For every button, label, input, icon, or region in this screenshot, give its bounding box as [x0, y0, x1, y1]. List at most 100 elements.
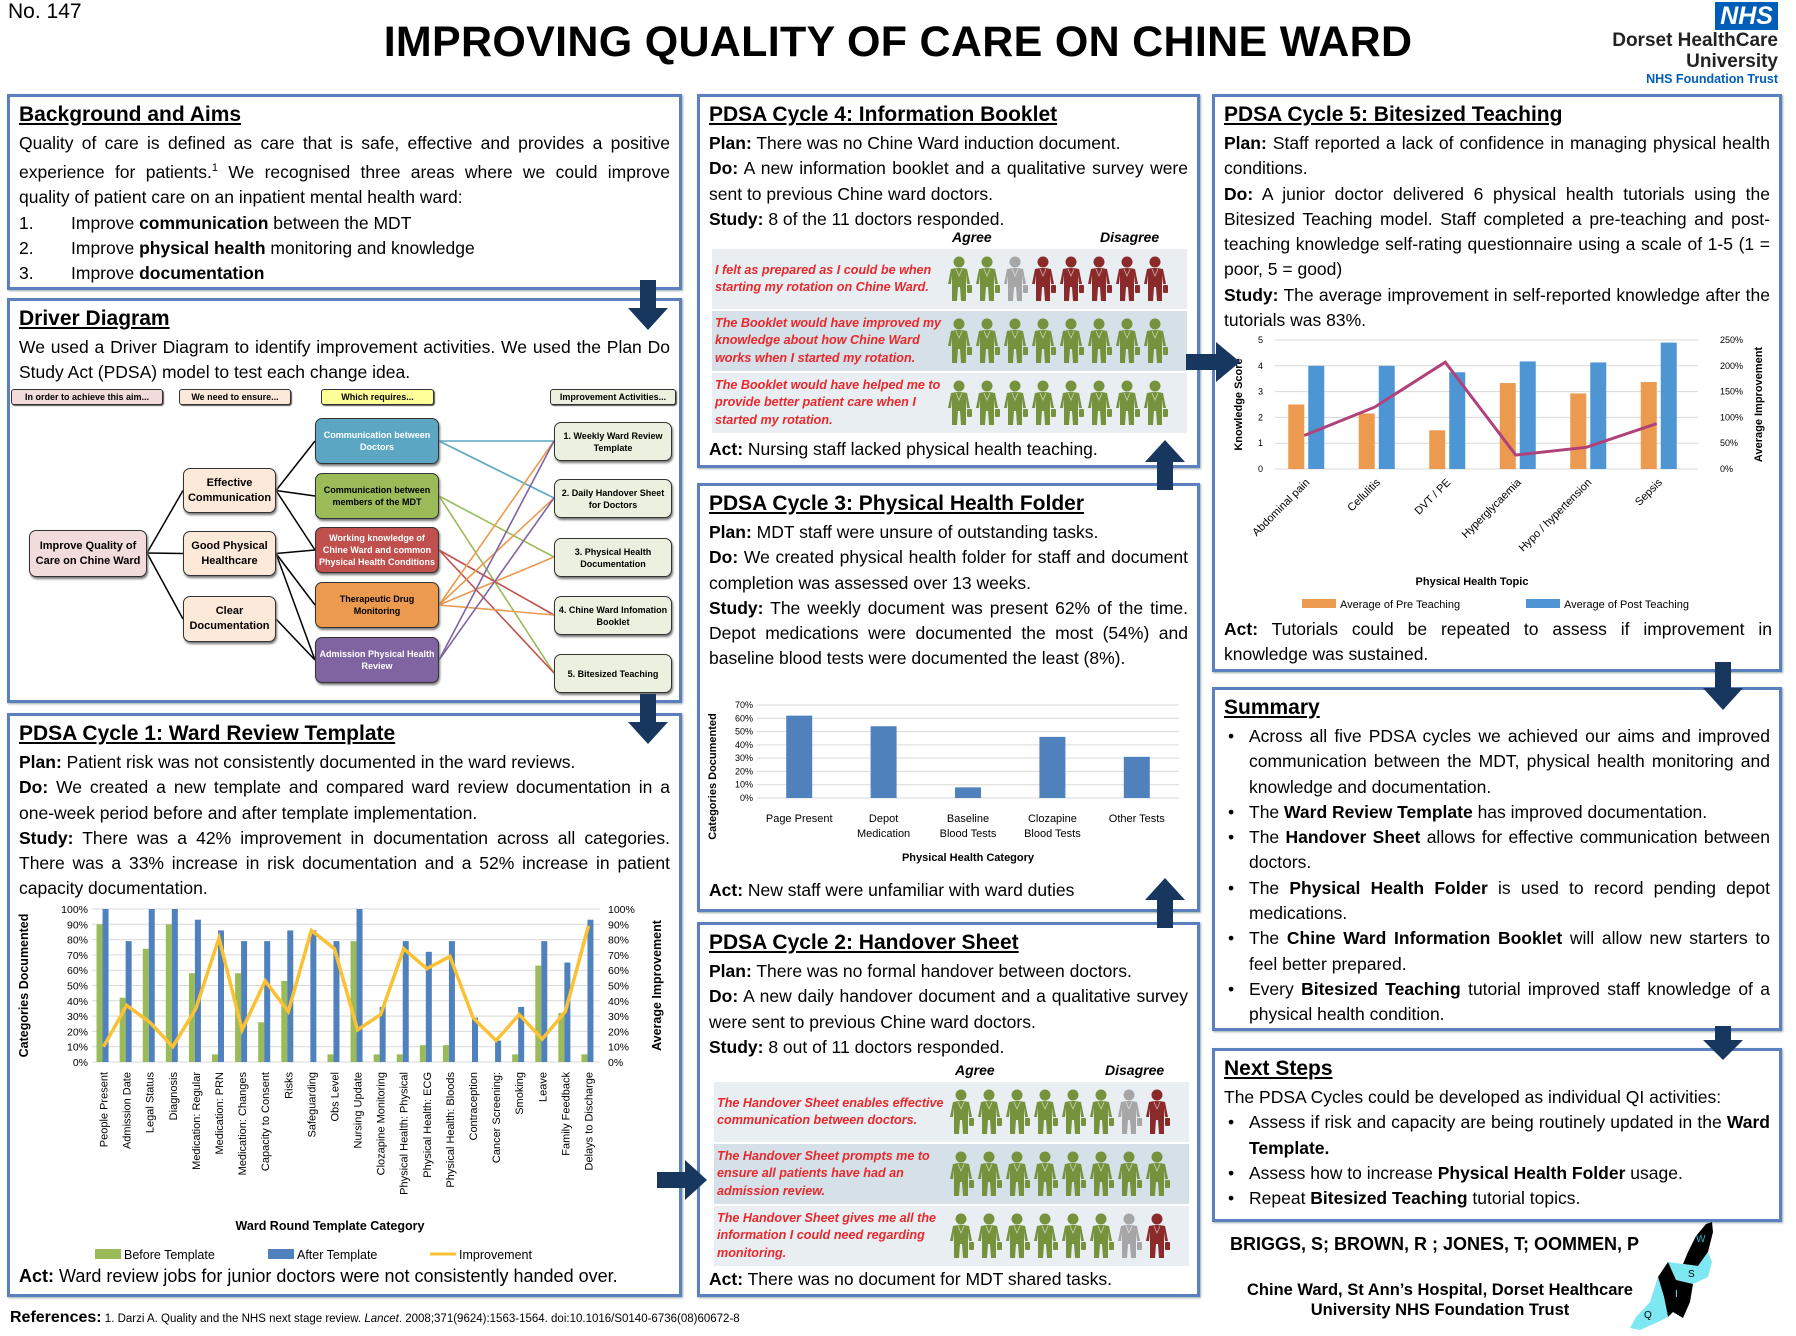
x-tick-label: Sepsis — [1633, 476, 1665, 508]
reference-text: 1. Darzi A. Quality and the NHS next sta… — [101, 1313, 365, 1325]
aim-number: 1. — [19, 212, 34, 233]
bar-after — [448, 941, 455, 1062]
study-text: The weekly document was present 62% of t… — [709, 597, 1188, 669]
text-segment: usage. — [1625, 1162, 1683, 1183]
connector-line — [275, 553, 316, 661]
column-header: In order to achieve this aim... — [11, 389, 163, 405]
map-label: S — [1688, 1269, 1695, 1280]
y-axis-title: Knowledge Score — [1233, 358, 1245, 450]
bold-text: Handover Sheet — [1285, 827, 1421, 848]
act-text: Nursing staff lacked physical health tea… — [743, 439, 1098, 459]
x-tick-label: Other Tests — [1109, 813, 1166, 825]
bullet-item: Across all five PDSA cycles we achieved … — [1224, 724, 1770, 800]
doctor-agree-icon — [1032, 380, 1057, 426]
act-label: Act: — [709, 880, 744, 900]
y-tick-label: 2 — [1258, 412, 1263, 422]
study-text: 8 of the 11 doctors responded. — [763, 208, 1005, 229]
bar — [955, 787, 981, 798]
connector-line — [146, 552, 184, 620]
survey-row: The Booklet would have helped me to prov… — [712, 373, 1187, 433]
text-segment: Improve — [71, 212, 140, 233]
bar-after — [264, 941, 271, 1062]
bullet-item: The Chine Ward Information Booklet will … — [1224, 926, 1770, 977]
bullet-item: The Ward Review Template has improved do… — [1224, 800, 1770, 826]
x-tick-label: Capacity to Consent — [260, 1072, 272, 1171]
doctor-agree-icon — [1116, 318, 1141, 364]
y-tick-label: 4 — [1258, 361, 1263, 371]
text-segment: Improve — [71, 263, 140, 284]
doctor-agree-icon — [950, 1213, 975, 1259]
bar-after — [495, 1040, 502, 1062]
secondary-driver-box: Working knowledge of Chine Ward and comm… — [315, 527, 439, 573]
summary-panel: Summary Across all five PDSA cycles we a… — [1212, 687, 1782, 1031]
legend-label: Average of Pre Teaching — [1340, 599, 1460, 611]
next-steps-intro: The PDSA Cycles could be developed as in… — [1224, 1087, 1722, 1107]
x-tick-label: Abdominal pain — [1250, 477, 1312, 539]
y2-tick-label: 0% — [608, 1057, 623, 1069]
bar-pre-teaching — [1499, 383, 1516, 469]
doctor-agree-icon — [978, 1089, 1003, 1135]
y-tick-label: 60% — [735, 713, 753, 723]
bar-after — [541, 941, 548, 1062]
bold-text: Physical Health Folder — [1437, 1162, 1626, 1183]
legend-swatch — [1526, 599, 1560, 608]
bar-after — [333, 941, 340, 1062]
y-tick-label: 60% — [67, 965, 88, 977]
x-tick-label: Contraception — [468, 1072, 480, 1141]
reference-journal: Lancet — [364, 1313, 399, 1325]
x-tick-label: Safeguarding — [306, 1072, 318, 1137]
activity-link-line — [438, 556, 555, 606]
text-segment: Every — [1249, 978, 1302, 999]
connector-line — [146, 490, 184, 554]
y2-tick-label: 100% — [1720, 412, 1743, 422]
x-tick-label: Physical Health: ECG — [422, 1072, 434, 1178]
aim-item: 1. Improve communication between the MDT — [19, 211, 670, 236]
bar-post-teaching — [1378, 365, 1395, 469]
text-segment: is used to record pending depot medicati… — [1249, 877, 1770, 924]
x-tick-label: Clozapine Blood Tests — [1024, 813, 1081, 840]
primary-driver-box: Good Physical Healthcare — [183, 531, 276, 576]
x-tick-label: Admission Date — [122, 1072, 134, 1149]
x-tick-label: Baseline Blood Tests — [940, 813, 997, 840]
aim-number: 2. — [19, 238, 34, 259]
bold-text: Bitesized Teaching — [1301, 978, 1461, 999]
doctor-neutral-icon — [1118, 1213, 1143, 1259]
bar-pre-teaching — [1429, 430, 1446, 469]
plan-text: MDT staff were unsure of outstanding tas… — [751, 522, 1099, 542]
improvement-line — [102, 925, 591, 1050]
bar — [786, 715, 813, 798]
bar-before — [581, 1054, 588, 1062]
pdsa-cycle-4-panel: PDSA Cycle 4: Information Booklet Plan: … — [697, 94, 1200, 468]
doctor-agree-icon — [1060, 318, 1085, 364]
physical-health-folder-chart: 0% 10% 20% 30% 40% 50% 60% 70% Page Present Depot… — [707, 700, 1179, 864]
bar-after — [472, 1017, 478, 1062]
legend-swatch — [268, 1249, 294, 1259]
doctor-agree-icon — [1006, 1151, 1031, 1197]
bar-before — [419, 1045, 426, 1062]
y2-axis-title: Average Improvement — [1753, 347, 1765, 462]
bullet-item: Assess how to increase Physical Health F… — [1224, 1161, 1770, 1187]
text-segment: between the MDT — [268, 212, 412, 233]
doctor-agree-icon — [978, 1151, 1003, 1197]
dorset-map-icon: W S I Q — [1630, 1222, 1713, 1330]
section-title: Summary — [1224, 696, 1320, 719]
improvement-activity-box: 4. Chine Ward Infomation Booklet — [554, 596, 672, 635]
survey-row: The Booklet would have improved my knowl… — [712, 311, 1187, 371]
activity-link-line — [438, 440, 555, 499]
y2-tick-label: 150% — [1720, 387, 1743, 397]
y-tick-label: 0% — [740, 793, 753, 803]
bar-after — [241, 941, 248, 1062]
y2-tick-label: 50% — [608, 981, 629, 993]
agree-label: Agree — [952, 229, 992, 245]
text-segment: The — [1249, 801, 1285, 822]
x-tick-label: Leave — [537, 1072, 549, 1102]
y-tick-label: 10% — [67, 1042, 88, 1054]
act-text: Ward review jobs for junior doctors were… — [54, 1266, 618, 1286]
column-header: We need to ensure... — [179, 389, 291, 405]
section-title: PDSA Cycle 2: Handover Sheet — [709, 931, 1019, 954]
x-tick-label: Medication: Regular — [191, 1072, 203, 1170]
nhs-logo-mark: NHS — [1715, 2, 1778, 30]
affiliation: Chine Ward, St Ann’s Hospital, Dorset He… — [1225, 1280, 1655, 1320]
x-tick-label: Page Present — [766, 813, 833, 825]
bar-after — [310, 930, 317, 1062]
